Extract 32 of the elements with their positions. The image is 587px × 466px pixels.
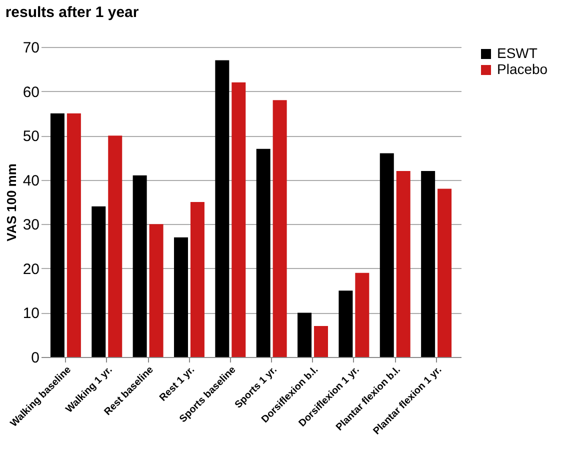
y-tick-label: 0 <box>31 350 40 366</box>
bar <box>256 148 270 357</box>
bar <box>338 290 353 357</box>
legend-label: ESWT <box>497 45 538 61</box>
bar <box>380 153 394 357</box>
bar <box>50 113 64 357</box>
chart-title: results after 1 year <box>5 4 139 21</box>
bar <box>108 136 122 357</box>
y-tick-label: 30 <box>22 216 40 234</box>
y-tick-label: 10 <box>22 305 40 322</box>
bar <box>190 202 204 357</box>
bar <box>314 326 328 357</box>
bar <box>438 188 452 357</box>
bar <box>298 312 312 357</box>
y-tick-label: 70 <box>22 40 40 56</box>
y-tick-label: 60 <box>22 84 40 101</box>
bar <box>66 113 81 357</box>
bar <box>174 237 188 357</box>
y-axis-title: VAS 100 mm <box>4 164 19 242</box>
bar <box>272 100 287 357</box>
bar <box>132 175 147 357</box>
bar <box>396 171 410 357</box>
y-tick-label: 40 <box>22 172 40 190</box>
bar <box>232 82 246 357</box>
y-tick-label: 20 <box>22 260 40 278</box>
bar <box>355 272 370 357</box>
legend-label: Placebo <box>497 61 548 77</box>
bar <box>215 60 230 357</box>
y-tick-label: 50 <box>22 128 40 146</box>
bar <box>149 224 164 357</box>
bar <box>92 206 106 357</box>
bar <box>421 171 436 357</box>
